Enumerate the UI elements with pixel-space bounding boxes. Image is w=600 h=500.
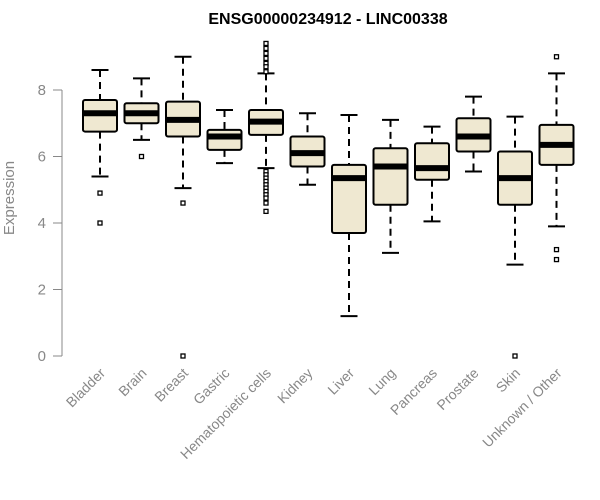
box-skin	[497, 115, 533, 359]
y-tick-label: 0	[38, 348, 46, 365]
outlier-point	[263, 45, 269, 52]
x-tick-label: Unknown / Other	[479, 365, 565, 451]
iqr-box	[331, 163, 367, 234]
box-unknown-other	[538, 54, 575, 263]
x-tick-label: Brain	[115, 365, 149, 399]
x-tick-label: Skin	[493, 365, 524, 396]
box-hematopoietic-cells	[248, 40, 284, 215]
box-gastric	[206, 108, 243, 165]
outlier-point	[263, 55, 269, 62]
outlier-point	[263, 208, 269, 215]
outlier-point	[263, 50, 269, 57]
iqr-box	[414, 142, 450, 181]
outlier-point	[263, 69, 269, 75]
outlier-point	[553, 246, 560, 253]
outlier-point	[263, 64, 269, 70]
outlier-point	[263, 200, 269, 206]
outlier-point	[180, 200, 186, 206]
box-prostate	[455, 95, 492, 173]
outlier-point	[97, 190, 103, 196]
box-pancreas	[414, 125, 450, 223]
outlier-point	[553, 256, 560, 263]
box-liver	[331, 113, 367, 318]
x-tick-label: Bladder	[63, 365, 109, 411]
x-tick-label: Prostate	[433, 365, 481, 413]
outlier-point	[263, 195, 269, 201]
y-axis-label: Expression	[1, 161, 18, 235]
y-tick-label: 8	[38, 82, 46, 99]
chart-title: ENSG00000234912 - LINC00338	[208, 11, 447, 28]
plot-area	[82, 40, 575, 359]
box-kidney	[289, 112, 326, 186]
box-brain	[123, 77, 160, 160]
outlier-point	[553, 54, 560, 60]
y-tick-label: 4	[38, 215, 46, 232]
x-tick-label: Liver	[324, 365, 357, 398]
box-lung	[372, 118, 409, 254]
box-breast	[165, 55, 201, 359]
outlier-point	[138, 153, 145, 160]
iqr-box	[206, 128, 243, 151]
x-tick-label: Breast	[151, 365, 191, 405]
x-tick-label: Kidney	[274, 365, 316, 407]
outlier-point	[97, 220, 103, 226]
y-axis: 0 2 4 6 8	[38, 82, 63, 365]
box-bladder	[82, 69, 118, 226]
y-tick-label: 6	[38, 149, 46, 166]
outlier-point	[512, 353, 518, 359]
iqr-box	[372, 147, 409, 206]
outlier-point	[180, 353, 186, 359]
outlier-point	[263, 40, 269, 47]
x-tick-label: Lung	[365, 365, 398, 398]
y-tick-label: 2	[38, 282, 46, 299]
